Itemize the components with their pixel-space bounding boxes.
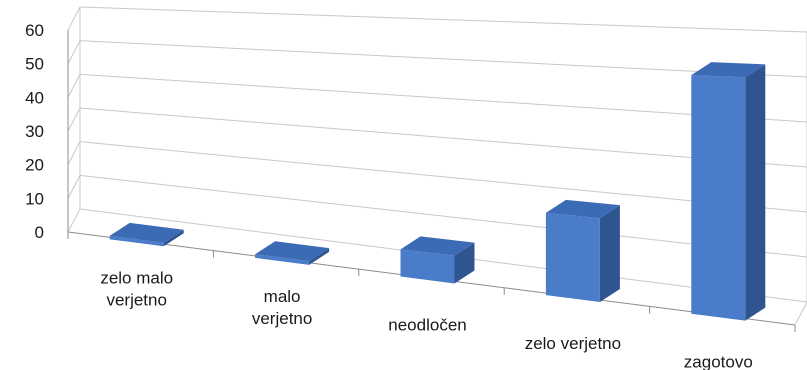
gridline-side [67, 6, 81, 31]
bar-front [545, 212, 600, 303]
y-tick-label: 50 [25, 55, 44, 74]
gridline [79, 107, 807, 168]
y-tick-label: 60 [25, 21, 44, 40]
bar [691, 62, 766, 321]
gridline-side [67, 74, 81, 98]
bar-front [109, 235, 164, 247]
bar-side [745, 64, 766, 321]
x-tick-label: zagotovo [684, 353, 753, 370]
gridline-side [67, 208, 81, 233]
y-tick-label: 10 [25, 189, 44, 208]
bars [109, 62, 766, 321]
y-tick-label: 30 [25, 122, 44, 141]
bar-top [691, 62, 766, 78]
bar-front [255, 254, 310, 265]
gridline-side [67, 141, 81, 165]
bar [545, 199, 620, 303]
bar-side [454, 242, 475, 284]
y-axis-ticks: 0 10 20 30 40 50 60 [25, 21, 44, 242]
x-tick-label: neodločen [388, 316, 466, 335]
gridline-side [67, 40, 81, 64]
bar-top [109, 222, 184, 243]
gridline [79, 174, 807, 258]
bar-top [255, 241, 330, 262]
y-tick-label: 40 [25, 88, 44, 107]
x-axis-labels: zelo malo verjetno malo verjetno neodločen ze… [100, 268, 752, 370]
bar-side [163, 229, 184, 247]
gridline [79, 73, 807, 123]
bar [400, 236, 475, 284]
x-tick-label: malo verjetno [252, 287, 312, 328]
bar-top [400, 236, 475, 256]
bar [109, 222, 184, 247]
gridline-side [67, 175, 81, 199]
bar-front [400, 249, 455, 284]
gridline-side [67, 107, 81, 132]
bar-side [309, 248, 330, 265]
floor-right-edge [794, 301, 807, 326]
bar-side [599, 205, 620, 303]
x-tick-label: zelo malo verjetno [100, 268, 173, 309]
bar-front [691, 75, 746, 321]
bar [255, 241, 330, 265]
bar-top [545, 199, 620, 219]
x-tick-label: zelo verjetno [525, 334, 621, 353]
gridline [79, 141, 807, 213]
y-tick-label: 20 [25, 156, 44, 175]
gridline [79, 40, 807, 78]
y-tick-label: 0 [35, 223, 44, 242]
gridline [79, 6, 807, 33]
